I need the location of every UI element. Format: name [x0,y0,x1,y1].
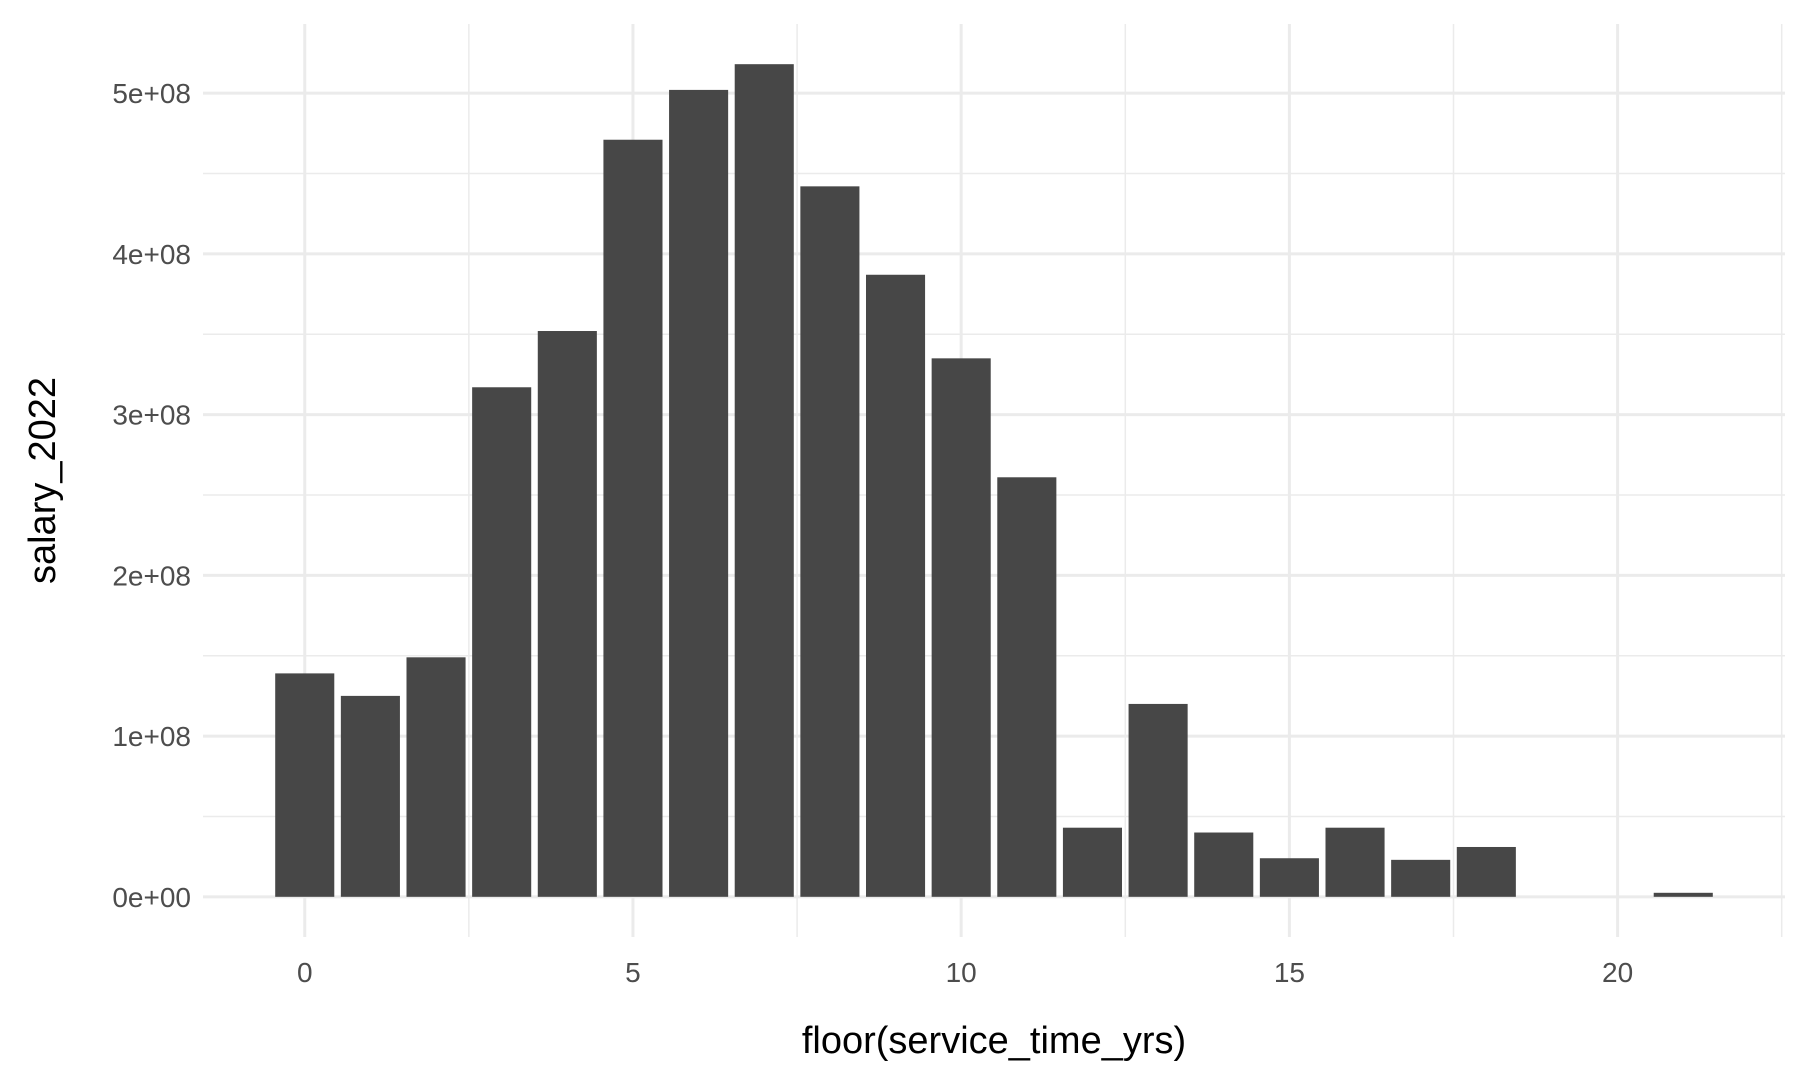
bar-17 [1391,859,1451,897]
y-tick-label: 2e+08 [112,560,191,591]
bar-21 [1653,892,1713,897]
bar-7 [734,64,794,897]
x-tick-label: 0 [297,957,313,988]
bar-8 [800,186,860,897]
x-tick-label: 10 [946,957,977,988]
y-tick-label: 5e+08 [112,78,191,109]
x-tick-label: 15 [1274,957,1305,988]
x-tick-label: 5 [625,957,641,988]
bar-6 [669,89,729,897]
y-axis-title: salary_2022 [22,377,64,584]
bar-0 [275,673,335,897]
tick-labels: 0 5 10 15 20 0e+00 1e+08 2e+08 3e+08 4e+08 5e+08 [112,78,1633,988]
bar-2 [406,657,466,897]
bar-11 [997,477,1057,897]
bar-18 [1456,846,1516,897]
bar-3 [472,387,532,897]
bar-10 [931,358,991,897]
x-axis-title: floor(service_time_yrs) [802,1020,1186,1062]
bar-14 [1194,832,1254,897]
bar-1 [340,695,400,897]
x-tick-label: 20 [1602,957,1633,988]
bar-16 [1325,827,1385,897]
bar-9 [865,274,926,897]
bar-12 [1062,827,1123,897]
y-tick-label: 4e+08 [112,239,191,270]
bar-15 [1259,858,1319,897]
bar-5 [603,139,663,897]
y-tick-label: 0e+00 [112,882,191,913]
bars [275,64,1713,897]
bar-13 [1128,703,1188,897]
y-tick-label: 3e+08 [112,400,191,431]
bar-4 [537,331,597,897]
y-tick-label: 1e+08 [112,721,191,752]
